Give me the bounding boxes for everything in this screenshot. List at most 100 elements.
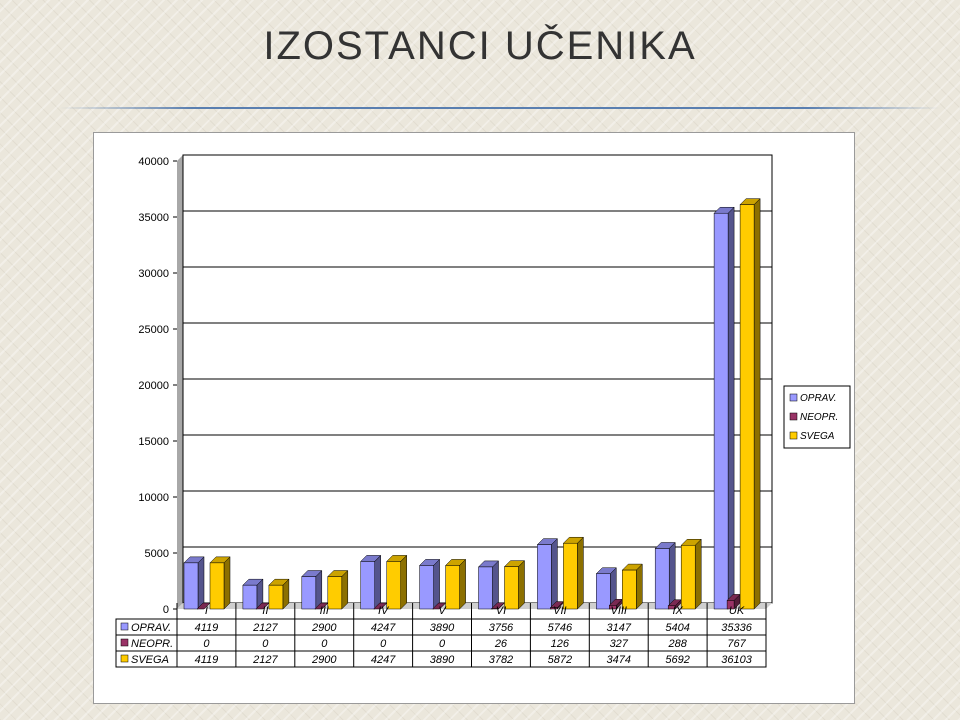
bar-svega-UK: [739, 198, 761, 610]
bar-oprav-IV: [360, 554, 382, 610]
x-tick-label: VII: [553, 605, 566, 617]
x-tick-label: UK: [729, 605, 745, 617]
bar-svega-II: [268, 578, 290, 610]
table-cell-value: 5872: [548, 654, 572, 666]
bar-svega-V: [444, 558, 467, 610]
bar-svega-VIII: [621, 563, 643, 610]
bar-chart: 0 5000 10000 15000 20000 25000 30000 35000 40000…: [115, 154, 851, 668]
slide-title: IZOSTANCI UČENIKA: [263, 24, 697, 68]
legend-label: NEOPR.: [800, 412, 838, 423]
bar-front: [537, 544, 552, 610]
bar-front: [654, 548, 670, 610]
bar-front: [478, 566, 493, 610]
bar-neopr-VIII: [608, 598, 623, 610]
table-cell-value: 36103: [721, 654, 752, 666]
bar-side: [727, 206, 735, 610]
bar-side: [433, 558, 440, 610]
table-cell-value: 4119: [195, 654, 219, 666]
legend: OPRAV. NEOPR. SVEGA: [783, 385, 851, 449]
bars: [183, 198, 761, 610]
y-tick-label: 30000: [138, 268, 169, 280]
legend-swatch: [789, 393, 798, 402]
legend-swatch: [789, 431, 798, 440]
bar-front: [739, 204, 755, 610]
x-tick-label: IX: [672, 605, 683, 617]
bar-oprav-VI: [477, 560, 500, 610]
table-cell-value: 2900: [311, 622, 337, 634]
y-tick-label: 25000: [138, 324, 169, 336]
bar-neopr-VII: [549, 600, 565, 610]
table-cell-value: 4247: [371, 622, 396, 634]
table-cell-value: 126: [551, 638, 570, 650]
bar-neopr-UK: [726, 593, 741, 610]
plot-area: [177, 154, 773, 609]
bar-side: [577, 536, 584, 610]
table-series-label: NEOPR.: [131, 638, 173, 650]
x-tick-label: I: [205, 605, 208, 617]
title-divider: [60, 107, 940, 109]
table-legend-key: [120, 622, 129, 631]
bar-side: [223, 556, 231, 610]
y-tick-label: 15000: [138, 436, 169, 448]
bar-side: [694, 538, 702, 610]
bar-front: [680, 544, 696, 610]
x-tick-label: VIII: [610, 605, 627, 617]
table-cell-value: 4119: [195, 622, 219, 634]
bar-side: [459, 558, 466, 610]
table-cell-value: 5404: [665, 622, 689, 634]
bar-svega-III: [327, 569, 349, 610]
bar-svega-I: [209, 556, 231, 610]
bar-svega-VII: [562, 536, 585, 610]
x-tick-label: V: [438, 605, 447, 617]
y-tick-label: 20000: [138, 380, 169, 392]
bar-front: [609, 605, 617, 610]
bar-front: [183, 562, 199, 610]
table-cell-value: 3782: [489, 654, 513, 666]
y-tick-label: 35000: [138, 212, 169, 224]
bar-front: [550, 607, 558, 610]
bar-front: [386, 561, 401, 610]
table-cell-value: 0: [380, 638, 387, 650]
bar-side: [341, 569, 349, 610]
legend-label: SVEGA: [800, 431, 835, 442]
table-cell-value: 0: [321, 638, 328, 650]
bar-front: [360, 561, 375, 610]
y-tick-label: 0: [163, 604, 169, 616]
bar-oprav-III: [301, 569, 323, 610]
x-tick-label: III: [320, 605, 329, 617]
x-axis: I II III IV V VI VII VIII IX UK: [205, 605, 745, 617]
bar-front: [419, 565, 434, 610]
table-cell-value: 5692: [665, 654, 689, 666]
table-legend-key: [120, 638, 129, 647]
bar-oprav-II: [242, 578, 264, 610]
table-cell-value: 2900: [311, 654, 337, 666]
plot-side-wall: [177, 155, 183, 609]
bar-front: [327, 576, 343, 610]
gridlines: [183, 154, 772, 548]
table-cell-value: 767: [727, 638, 746, 650]
table-cell-value: 4247: [371, 654, 396, 666]
table-cell-value: 35336: [721, 622, 752, 634]
bar-front: [596, 573, 611, 610]
table-legend-key: [120, 654, 129, 663]
y-axis: 0 5000 10000 15000 20000 25000 30000 35000 40000: [138, 156, 177, 616]
bar-side: [753, 198, 761, 610]
x-tick-label: VI: [496, 605, 506, 617]
x-tick-label: IV: [378, 605, 390, 617]
bar-front: [726, 600, 735, 610]
bar-side: [518, 560, 525, 610]
bar-front: [563, 542, 578, 610]
bar-front: [242, 584, 258, 610]
bar-front: [268, 584, 284, 610]
bar-side: [636, 563, 643, 610]
bar-front: [445, 565, 460, 610]
table-cell-value: 5746: [548, 622, 573, 634]
table-cell-value: 0: [203, 638, 210, 650]
table-series-label: SVEGA: [131, 654, 169, 666]
chart-container: 0 5000 10000 15000 20000 25000 30000 35000 40000…: [93, 132, 855, 704]
x-tick-label: II: [262, 605, 268, 617]
bar-side: [668, 541, 676, 610]
bar-side: [374, 554, 381, 610]
bar-side: [551, 538, 558, 610]
legend-label: OPRAV.: [800, 393, 837, 404]
